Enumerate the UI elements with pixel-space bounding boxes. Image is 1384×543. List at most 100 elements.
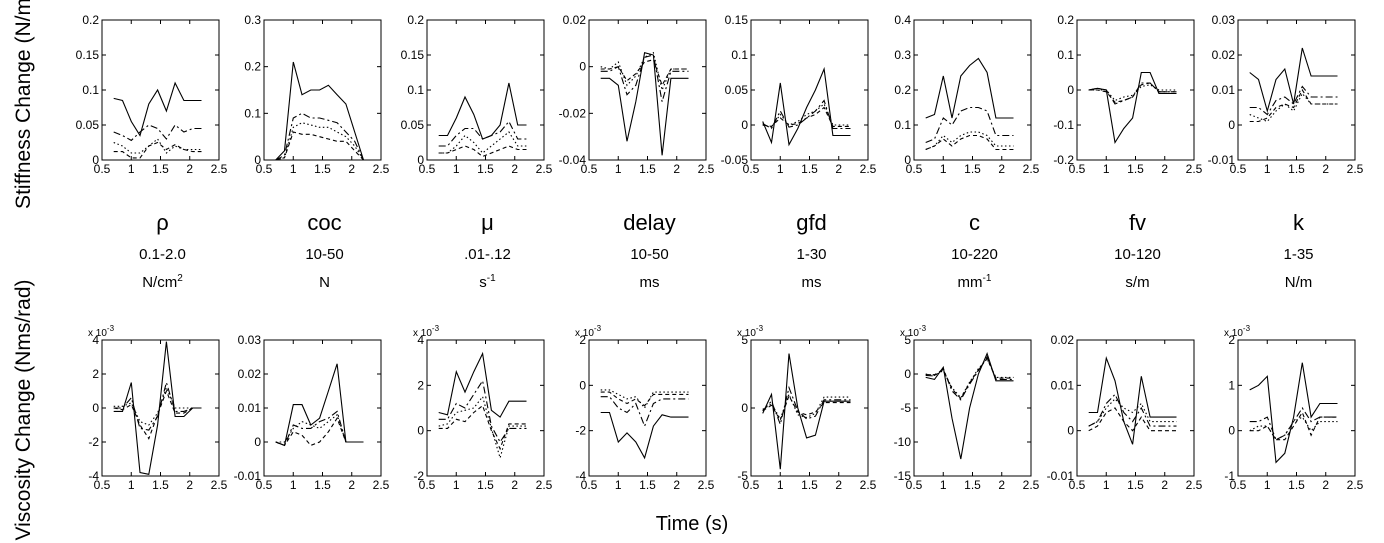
series-dashed [438, 145, 527, 158]
x-tick-label: 2 [186, 162, 193, 176]
series-dashed [762, 106, 851, 127]
series-dotted [113, 386, 202, 426]
parameter-name: delay [623, 210, 676, 235]
x-tick-label: 2.5 [698, 478, 715, 492]
axes-frame [1076, 19, 1195, 161]
y-tick-label: 0.01 [1051, 378, 1075, 392]
parameter-range: 1-30 [796, 246, 826, 263]
y-tick-label: -0.1 [1053, 118, 1074, 132]
viscosity-panel-1: 0.5 1 1.5 2 2.5 -4 -2 0 2 4x 10-3 [88, 324, 228, 492]
stiffness-panel-8: 0.5 1 1.5 2 2.5 -0.01 0 0.01 0.02 0.03 [1208, 13, 1364, 176]
x-tick-label: 2.5 [1186, 162, 1203, 176]
y-tick-label: -0.01 [1047, 469, 1075, 483]
x-tick-label: 0.5 [743, 478, 760, 492]
y-tick-label: 0.2 [894, 83, 911, 97]
series-dotted [925, 131, 1014, 151]
x-tick-label: 2.5 [373, 478, 390, 492]
subplot-panels: 0.5 1 1.5 2 2.500.050.10.150.20.5 1 1.5 2 2.500.… [76, 13, 1364, 492]
x-tick-label: 2.5 [1023, 162, 1040, 176]
y-tick-label: 0 [254, 435, 261, 449]
x-tick-label: 0.5 [906, 162, 923, 176]
series-dashed [113, 389, 202, 440]
y-tick-label: 0 [579, 60, 586, 74]
y-tick-label: 0 [92, 401, 99, 415]
axis-multiplier: x 10-3 [413, 324, 440, 339]
y-tick-label: 4 [417, 333, 424, 347]
parameter-range: 10-120 [1114, 246, 1161, 263]
y-tick-label: 0.1 [731, 48, 748, 62]
x-tick-label: 0.5 [419, 162, 436, 176]
y-tick-label: 0.1 [1057, 48, 1074, 62]
y-tick-label: -2 [413, 469, 424, 483]
x-tick-label: 2 [1161, 478, 1168, 492]
x-tick-label: 2 [673, 162, 680, 176]
axis-multiplier: x 10-3 [1224, 324, 1251, 339]
parameter-range: .01-.12 [464, 246, 511, 263]
parameter-name: μ [481, 210, 494, 235]
parameter-unit: ms [640, 274, 660, 291]
stiffness-panel-7: 0.5 1 1.5 2 2.5 -0.2 -0.1 0 0.1 0.2 [1053, 13, 1202, 176]
parameter-range: 10-50 [630, 246, 668, 263]
series-solid [438, 351, 527, 418]
x-tick-label: 2 [511, 162, 518, 176]
y-tick-label: 0 [741, 118, 748, 132]
series-dashed [1088, 82, 1177, 103]
x-tick-label: 0.5 [581, 162, 598, 176]
time-axis-label: Time (s) [656, 513, 729, 535]
y-tick-label: -2 [88, 435, 99, 449]
y-tick-label: 0.05 [725, 83, 749, 97]
x-tick-label: 1 [453, 478, 460, 492]
y-tick-label: 0.15 [725, 13, 749, 27]
series-dashed [113, 141, 202, 159]
series-dashed [1088, 407, 1177, 432]
x-tick-label: 1 [128, 478, 135, 492]
x-tick-label: 1.5 [964, 478, 981, 492]
x-tick-label: 1.5 [314, 478, 331, 492]
x-tick-label: 1.5 [477, 478, 494, 492]
y-tick-label: 0 [417, 153, 424, 167]
parameter-name: coc [307, 210, 341, 235]
x-tick-label: 1 [940, 478, 947, 492]
x-tick-label: 2.5 [860, 162, 877, 176]
x-tick-label: 2 [835, 478, 842, 492]
parameter-unit: mm-1 [958, 273, 992, 291]
y-tick-label: 5 [904, 333, 911, 347]
viscosity-axis-label: Viscosity Change (Nms/rad) [12, 279, 35, 540]
x-tick-label: 1 [1264, 162, 1271, 176]
series-dashdot [600, 54, 689, 102]
x-tick-label: 1.5 [1288, 162, 1305, 176]
y-tick-label: 1 [1228, 378, 1235, 392]
x-tick-label: 0.5 [419, 478, 436, 492]
parameter-name: ρ [156, 210, 169, 235]
x-tick-label: 1.5 [152, 478, 169, 492]
series-solid [600, 411, 689, 460]
series-solid [113, 81, 202, 137]
axis-multiplier: x 10-3 [88, 324, 115, 339]
series-dotted [1249, 416, 1338, 441]
x-tick-label: 0.5 [256, 478, 273, 492]
x-tick-label: 0.5 [1230, 478, 1247, 492]
axes-frame [750, 19, 869, 161]
x-tick-label: 2 [348, 478, 355, 492]
axes-frame [426, 339, 545, 477]
series-dashdot [600, 396, 689, 428]
y-tick-label: -5 [737, 469, 748, 483]
y-tick-label: -10 [894, 435, 912, 449]
x-tick-label: 2.5 [1347, 162, 1364, 176]
x-tick-label: 2.5 [1347, 478, 1364, 492]
axes-frame [1237, 19, 1356, 161]
y-tick-label: 0.02 [1051, 333, 1075, 347]
y-tick-label: -0.04 [559, 153, 587, 167]
series-dashdot [1249, 406, 1338, 441]
x-tick-label: 2.5 [1023, 478, 1040, 492]
series-dotted [762, 392, 851, 421]
series-solid [275, 363, 364, 447]
parameter-unit: s-1 [479, 273, 496, 291]
y-tick-label: 0 [741, 401, 748, 415]
x-tick-label: 2.5 [211, 478, 228, 492]
x-tick-label: 2 [511, 478, 518, 492]
y-tick-label: 0.05 [76, 118, 100, 132]
series-solid [925, 57, 1014, 119]
x-tick-label: 1 [1264, 478, 1271, 492]
